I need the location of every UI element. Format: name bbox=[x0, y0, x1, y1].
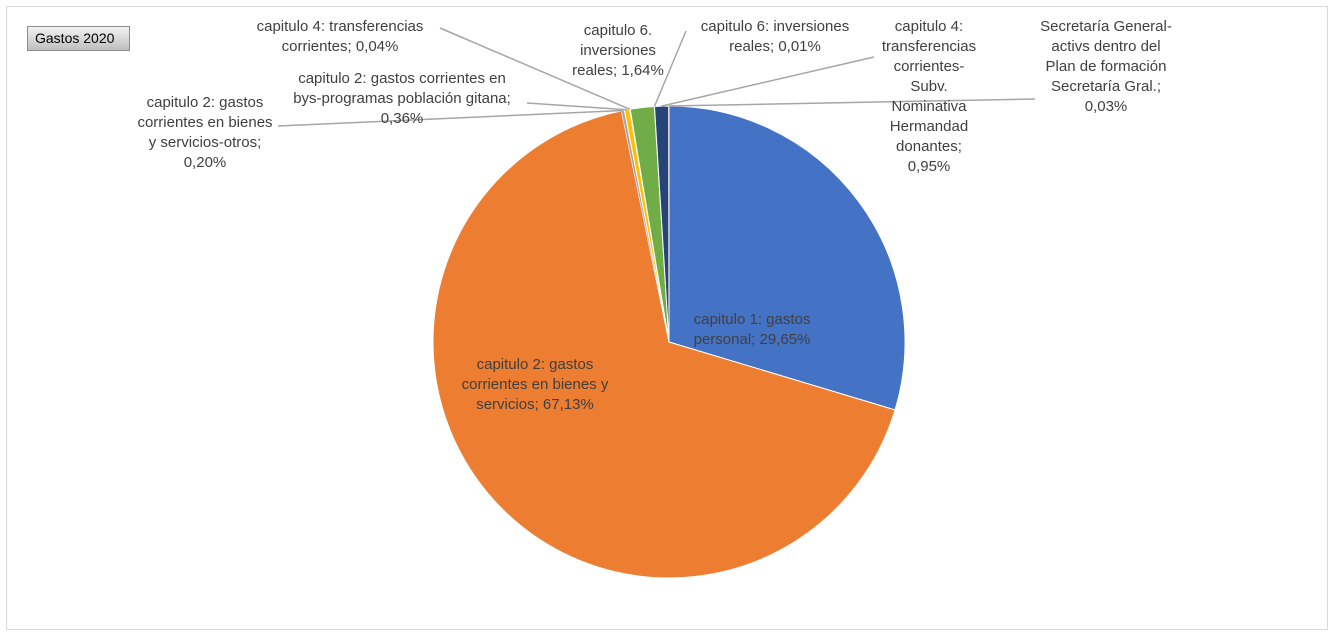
slice-label-line: reales; 1,64% bbox=[572, 62, 664, 79]
slice-label-line: capitulo 2: gastos bbox=[147, 94, 264, 111]
chart-title-tab[interactable]: Gastos 2020 bbox=[27, 26, 130, 51]
slice-label-line: servicios; 67,13% bbox=[476, 396, 594, 413]
pie-slice[interactable] bbox=[668, 105, 906, 411]
leader-lines bbox=[277, 27, 1036, 127]
slice-label-line: Subv. bbox=[910, 78, 947, 95]
pie-slice[interactable] bbox=[432, 110, 896, 579]
slice-label-line: Plan de formación bbox=[1046, 58, 1167, 75]
leader-line bbox=[668, 98, 1036, 107]
slice-label-line: transferencias bbox=[882, 38, 976, 55]
slice-label-line: bys-programas población gitana; bbox=[293, 90, 511, 107]
slice-label-line: donantes; bbox=[896, 138, 962, 155]
slice-label: capitulo 4: transferencias corrientes- Subv… bbox=[882, 18, 976, 175]
slice-label-line: capitulo 4: bbox=[895, 18, 963, 35]
slice-label-line: 0,03% bbox=[1085, 98, 1128, 115]
slice-label: capitulo 1: gastos personal; 29,65% bbox=[694, 311, 811, 348]
leader-line bbox=[277, 109, 623, 127]
slice-labels: capitulo 1: gastos personal; 29,65%capitu… bbox=[137, 18, 1171, 413]
slice-label-line: Nominativa bbox=[891, 98, 967, 115]
slice-label-line: Secretaría General- bbox=[1040, 18, 1172, 35]
slice-label-line: corrientes; 0,04% bbox=[282, 38, 399, 55]
slice-label-line: corrientes en bienes y bbox=[462, 376, 609, 393]
slice-label: capitulo 2: gastos corrientes en bys-prog… bbox=[293, 70, 511, 127]
leader-line bbox=[661, 56, 875, 107]
leader-line bbox=[653, 30, 687, 107]
slice-label-line: Hermandad bbox=[890, 118, 968, 135]
slice-label-line: Secretaría Gral.; bbox=[1051, 78, 1161, 95]
leader-line bbox=[526, 102, 628, 111]
slice-label-line: capitulo 2: gastos bbox=[477, 356, 594, 373]
slice-label-line: y servicios-otros; bbox=[149, 134, 262, 151]
slice-label-line: 0,95% bbox=[908, 158, 951, 175]
slice-label-line: 0,20% bbox=[184, 154, 227, 171]
slice-label-line: inversiones bbox=[580, 42, 656, 59]
slice-label-line: personal; 29,65% bbox=[694, 331, 811, 348]
slice-label: Secretaría General-activs dentro del Plan… bbox=[1040, 18, 1172, 115]
leader-line bbox=[439, 27, 631, 110]
slice-label-line: activs dentro del bbox=[1051, 38, 1160, 55]
slice-label: capitulo 6. inversiones reales; 1,64% bbox=[572, 22, 664, 79]
slice-label-line: 0,36% bbox=[381, 110, 424, 127]
pie-slices bbox=[432, 105, 906, 579]
slice-label-line: capitulo 2: gastos corrientes en bbox=[298, 70, 506, 87]
slice-label: capitulo 4: transferencias corrientes; 0,… bbox=[257, 18, 424, 55]
slice-label-line: capitulo 6: inversiones bbox=[701, 18, 849, 35]
slice-label-line: capitulo 4: transferencias bbox=[257, 18, 424, 35]
slice-label: capitulo 6: inversiones reales; 0,01% bbox=[701, 18, 849, 55]
slice-label: capitulo 2: gastos corrientes en bienes y… bbox=[462, 356, 609, 413]
slice-label-line: corrientes- bbox=[894, 58, 965, 75]
slice-label-line: corrientes en bienes bbox=[137, 114, 272, 131]
slice-label-line: reales; 0,01% bbox=[729, 38, 821, 55]
slice-label: capitulo 2: gastos corrientes en bienes y … bbox=[137, 94, 272, 171]
slice-label-line: capitulo 6. bbox=[584, 22, 652, 39]
slice-label-line: capitulo 1: gastos bbox=[694, 311, 811, 328]
